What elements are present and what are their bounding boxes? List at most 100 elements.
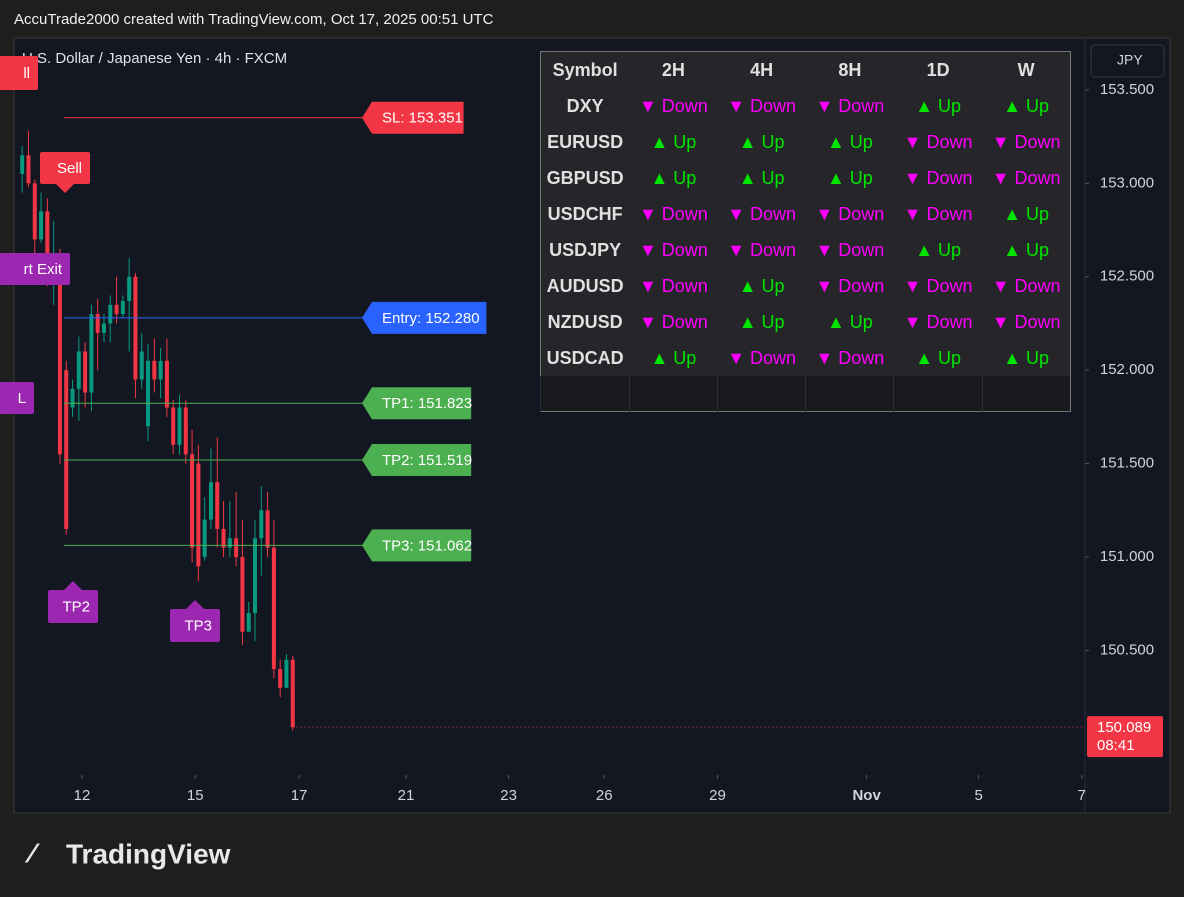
candle-body	[246, 613, 251, 632]
symbol-cell: EURUSD	[547, 131, 624, 152]
candle-body	[120, 301, 125, 315]
y-tick-label: 153.000	[1100, 174, 1154, 191]
currency-label: JPY	[1117, 52, 1143, 68]
signal-marker: TP2	[48, 581, 98, 623]
empty-cell	[717, 376, 806, 412]
trend-cell: ▼ Down	[727, 203, 797, 224]
trend-cell: ▼ Down	[815, 275, 885, 296]
candle-body	[202, 519, 207, 557]
level-tag: TP1: 151.823	[362, 387, 472, 420]
trend-cell: ▲ Up	[826, 167, 873, 188]
header-cell: 1D	[926, 59, 950, 80]
table-header-row: Symbol 2H 4H 8H 1D W	[541, 52, 1071, 89]
level-tag-label: TP2: 151.519	[382, 452, 472, 469]
trend-cell: ▼ Down	[903, 167, 973, 188]
candle-body	[76, 351, 81, 389]
trend-cell: ▲ Up	[738, 275, 785, 296]
currency-button[interactable]	[1090, 44, 1165, 78]
signal-marker: L	[0, 382, 34, 414]
marker-label: TP2	[62, 598, 90, 615]
signal-marker: ll	[0, 56, 38, 90]
trend-cell: ▼ Down	[727, 239, 797, 260]
chart-title: U.S. Dollar / Japanese Yen · 4h · FXCM	[22, 50, 287, 67]
level-tag-label: TP3: 151.062	[382, 537, 472, 554]
x-tick-label: 5	[974, 787, 982, 804]
level-tag: TP2: 151.519	[362, 444, 472, 477]
level-tag: Entry: 152.280	[362, 301, 487, 334]
trend-cell: ▲ Up	[650, 347, 697, 368]
signal-marker: TP3	[170, 600, 220, 642]
header-cell: 8H	[838, 59, 862, 80]
countdown-label: 08:41	[1097, 737, 1135, 754]
candle-body	[108, 304, 113, 324]
level-tag-label: SL: 153.351	[382, 110, 463, 127]
candle-body	[26, 155, 31, 184]
marker-box	[0, 382, 34, 414]
trend-cell: ▼ Down	[815, 347, 885, 368]
footer-brand: TradingView	[66, 838, 231, 869]
y-tick-label: 151.500	[1100, 455, 1154, 472]
table-row: GBPUSD ▲ Up ▲ Up ▲ Up ▼ Down ▼ Down	[541, 160, 1071, 196]
candle-body	[278, 669, 283, 688]
trend-cell: ▼ Down	[903, 311, 973, 332]
trend-cell: ▼ Down	[903, 203, 973, 224]
candle-body	[101, 323, 106, 333]
symbol-cell: USDCAD	[546, 347, 624, 368]
trend-cell: ▲ Up	[915, 239, 962, 260]
empty-cell	[893, 376, 983, 412]
marker-label: TP3	[184, 617, 212, 634]
candle-body	[133, 276, 138, 380]
trend-cell: ▲ Up	[1003, 95, 1050, 116]
marker-arrow	[186, 600, 204, 609]
table-row: AUDUSD ▼ Down ▲ Up ▼ Down ▼ Down ▼ Down	[541, 268, 1071, 304]
x-tick-label: 29	[709, 787, 726, 804]
header-cell: W	[1017, 59, 1035, 80]
header-title: AccuTrade2000 created with TradingView.c…	[14, 11, 494, 28]
symbol-cell: USDCHF	[547, 203, 623, 224]
candle-body	[221, 528, 226, 548]
empty-cell	[628, 376, 718, 412]
y-tick-label: 152.000	[1100, 361, 1154, 378]
empty-cell	[805, 376, 894, 412]
marker-box	[0, 253, 70, 285]
trend-cell: ▼ Down	[727, 95, 797, 116]
signal-marker: rt Exit	[0, 253, 70, 285]
candle-body	[127, 276, 132, 302]
symbol-cell: USDJPY	[549, 239, 622, 260]
x-tick-label: 7	[1078, 787, 1086, 804]
trend-cell: ▼ Down	[815, 239, 885, 260]
candle-body	[95, 314, 100, 333]
table-row: EURUSD ▲ Up ▲ Up ▲ Up ▼ Down ▼ Down	[541, 124, 1071, 160]
level-tag-box	[362, 444, 472, 477]
candle-body	[240, 556, 245, 632]
candle-body	[20, 155, 25, 175]
symbol-cell: DXY	[566, 95, 604, 116]
candle-body	[45, 211, 50, 268]
candle-body	[234, 538, 239, 557]
header-cell: 4H	[750, 59, 774, 80]
marker-box	[48, 590, 98, 623]
trend-cell: ▼ Down	[638, 311, 708, 332]
empty-cell	[540, 376, 630, 412]
level-tag-box	[362, 387, 472, 420]
level-tag: TP3: 151.062	[362, 529, 472, 562]
candle-body	[284, 659, 289, 688]
candle-body	[265, 510, 270, 548]
y-tick-label: 151.000	[1100, 548, 1154, 565]
trend-cell: ▼ Down	[638, 203, 708, 224]
table-empty-row	[540, 376, 1071, 412]
trend-cell: ▲ Up	[650, 131, 697, 152]
trend-cell: ▲ Up	[915, 95, 962, 116]
empty-cell	[981, 376, 1071, 412]
candle-body	[259, 510, 264, 539]
marker-label: rt Exit	[24, 261, 63, 278]
candle-body	[253, 538, 258, 614]
trend-cell: ▼ Down	[991, 275, 1061, 296]
marker-label: L	[18, 390, 26, 407]
trend-cell: ▼ Down	[638, 239, 708, 260]
marker-box	[170, 609, 220, 642]
last-price-box	[1087, 716, 1163, 758]
trend-cell: ▼ Down	[903, 131, 973, 152]
candle-body	[227, 538, 232, 548]
